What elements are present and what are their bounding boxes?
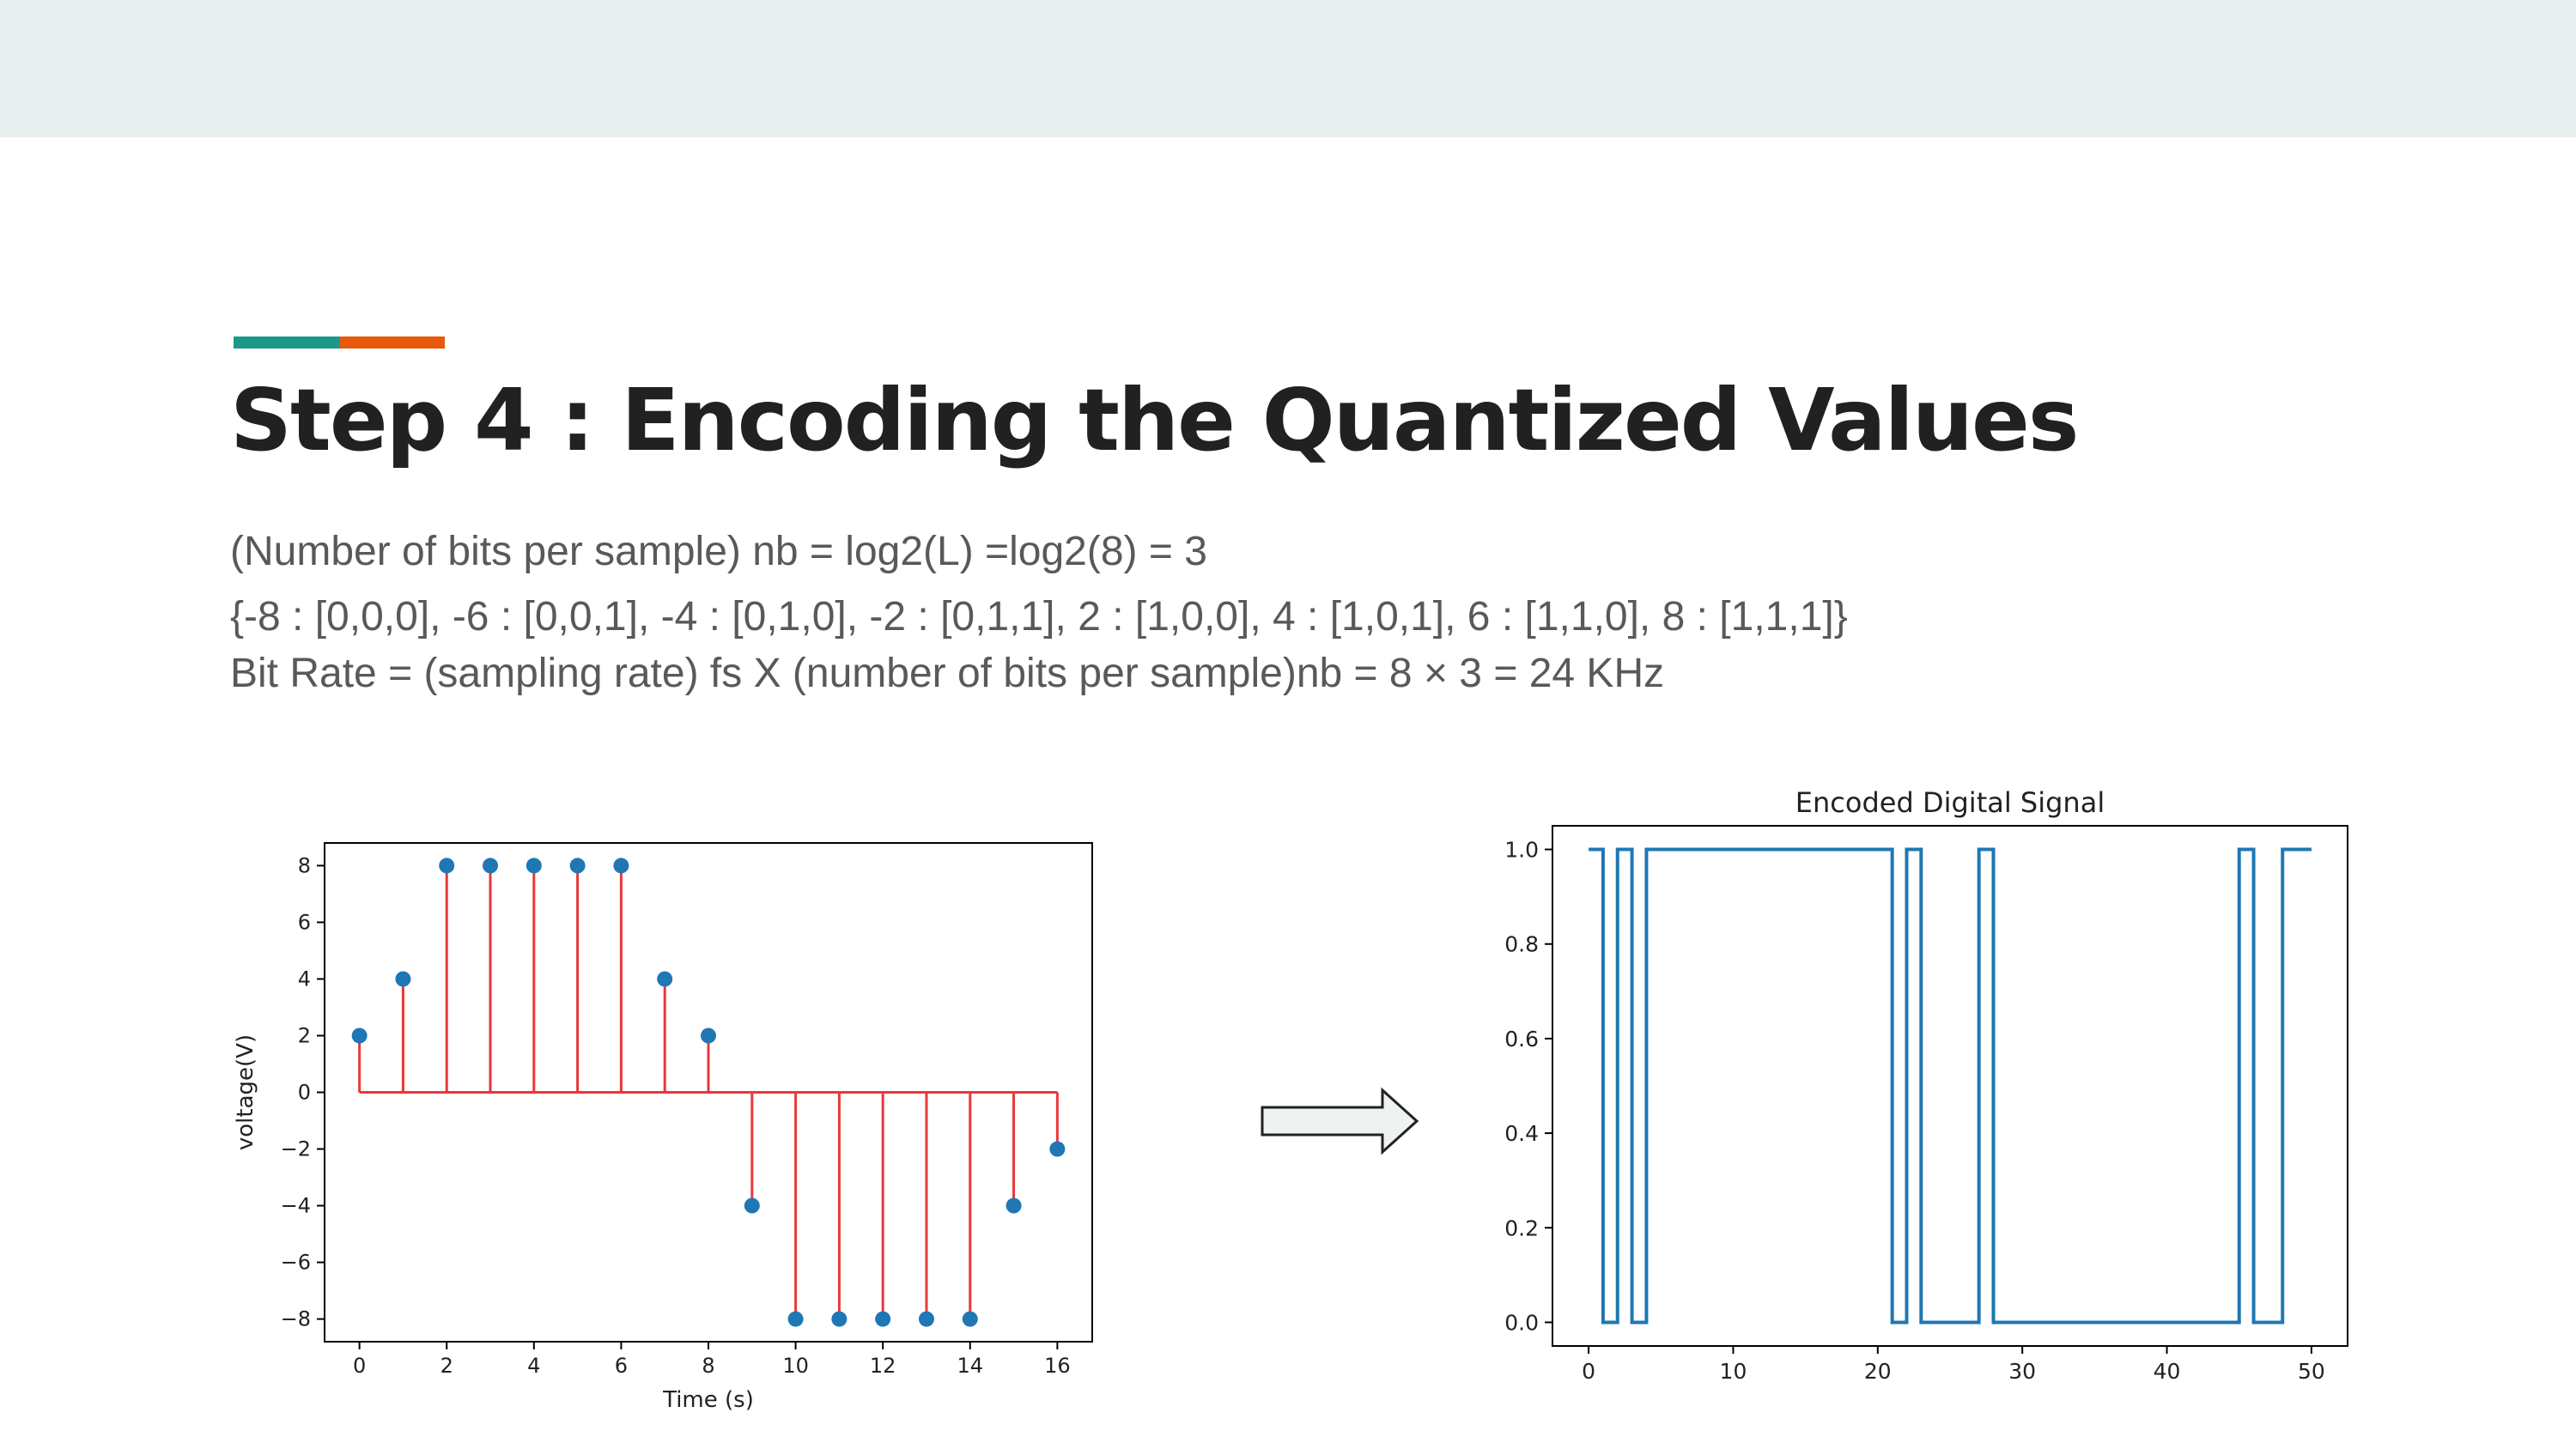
stem-marker [701,1028,716,1044]
y-tick-label: −4 [281,1194,311,1218]
top-bar [0,0,2576,137]
x-tick-label: 30 [2008,1359,2036,1384]
accent-teal-segment [234,336,340,349]
stem-marker [526,858,542,874]
plot-frame [324,842,1093,1343]
stem-marker [831,1311,848,1327]
stem-marker [1005,1197,1022,1214]
x-tick-label: 10 [782,1354,809,1378]
stem-marker [613,858,629,874]
x-tick-label: 12 [870,1354,896,1378]
y-tick-label: −6 [281,1251,311,1275]
stem-marker [657,971,673,987]
stem-marker [962,1311,978,1327]
y-tick-label: 8 [298,853,311,877]
bit-rate-line: Bit Rate = (sampling rate) fs X (number … [230,651,1665,696]
x-tick-label: 20 [1864,1359,1892,1384]
stem-marker [1049,1141,1066,1157]
encoding-map-line: {-8 : [0,0,0], -6 : [0,0,1], -4 : [0,1,0… [230,594,1848,640]
x-tick-label: 40 [2154,1359,2181,1384]
x-tick-label: 8 [702,1354,714,1378]
y-tick-label: 4 [298,967,311,991]
x-tick-label: 16 [1044,1354,1071,1378]
stem-marker [351,1028,368,1044]
title-accent-bar [234,336,445,349]
stem-marker [483,858,499,874]
stem-marker [875,1311,891,1327]
y-tick-label: 1.0 [1504,838,1539,863]
y-tick-label: 2 [298,1023,311,1047]
stem-marker [787,1311,804,1327]
stem-marker [569,858,586,874]
signal-line [1589,847,2312,1325]
y-tick-label: 0.8 [1504,932,1539,957]
accent-orange-segment [340,336,445,349]
y-tick-label: 6 [298,910,311,934]
x-tick-label: 0 [353,1354,366,1378]
plot-frame [1552,825,2348,1347]
y-tick-label: −2 [281,1137,311,1161]
x-tick-label: 4 [527,1354,540,1378]
y-tick-label: 0.6 [1504,1027,1539,1052]
x-tick-label: 10 [1720,1359,1747,1384]
y-tick-label: −8 [281,1307,311,1331]
y-tick-label: 0.2 [1504,1216,1539,1240]
quantized-stem-chart: 0 2 4 6 8 10 12 14 16 −8 −6 −4 −2 0 2 4 6 8 Time (s) voltag… [233,842,1093,1413]
y-tick-label: 0.4 [1504,1121,1539,1146]
slide-title: Step 4 : Encoding the Quantized Values [230,370,2079,470]
y-axis-label: voltage(V) [233,1034,258,1150]
stem-marker [395,971,411,987]
chart-title: Encoded Digital Signal [1795,786,2105,819]
x-tick-label: 0 [1582,1359,1595,1384]
x-tick-label: 14 [957,1354,983,1378]
x-tick-label: 6 [615,1354,628,1378]
stem-marker [439,858,455,874]
stem-marker [744,1197,760,1214]
bits-per-sample-line: (Number of bits per sample) nb = log2(L)… [230,529,1207,574]
y-tick-label: 0 [298,1081,311,1105]
x-axis-label: Time (s) [662,1387,754,1413]
encoded-digital-signal-chart: Encoded Digital Signal 0 10 20 30 40 50 0.0 0.2 0… [1504,786,2348,1384]
y-tick-label: 0.0 [1504,1310,1539,1335]
right-arrow-icon [1261,1087,1419,1155]
x-tick-label: 50 [2298,1359,2325,1384]
x-tick-label: 2 [440,1354,453,1378]
stem-marker [918,1311,934,1327]
